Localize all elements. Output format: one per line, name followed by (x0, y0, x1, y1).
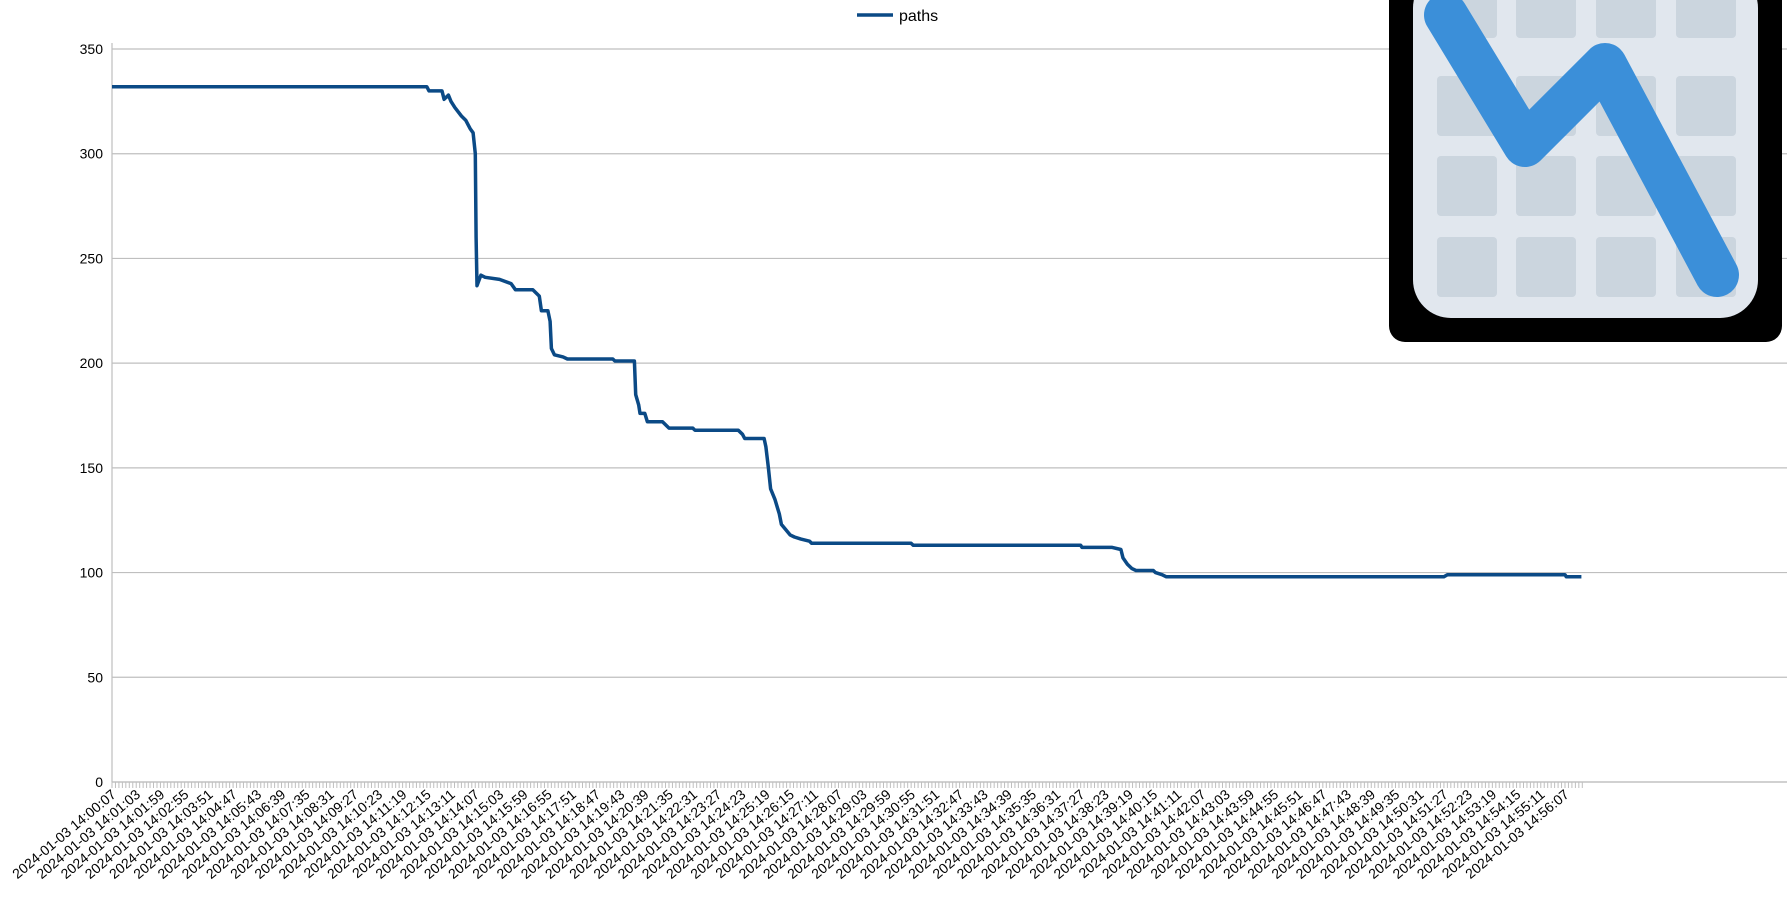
y-tick-label: 50 (87, 669, 103, 685)
icon-grid-cell (1437, 237, 1497, 297)
series-layer (112, 84, 1582, 579)
icon-grid-cell (1676, 0, 1736, 38)
icon-grid-cell (1596, 0, 1656, 38)
icon-grid-cell (1596, 237, 1656, 297)
y-tick-label: 100 (80, 565, 104, 581)
y-tick-label: 0 (95, 774, 103, 790)
icon-grid-cell (1676, 76, 1736, 136)
legend-label-paths: paths (899, 8, 938, 25)
gridlines (112, 48, 1787, 783)
y-tick-label: 200 (80, 355, 104, 371)
y-tick-label: 300 (80, 146, 104, 162)
icon-grid-cell (1516, 237, 1576, 297)
y-tick-label: 350 (80, 41, 104, 57)
y-tick-label: 150 (80, 460, 104, 476)
y-axis-ticks: 0 50 100 150 200 250 300 350 (80, 41, 104, 790)
icon-chart-line (1424, 0, 1739, 297)
series-line-paths (112, 84, 1582, 579)
legend: paths (857, 8, 938, 25)
icon-grid-cell (1516, 156, 1576, 216)
icon-grid-cell (1437, 156, 1497, 216)
icon-grid-cell (1516, 0, 1576, 38)
line-chart-app-icon (1389, 0, 1782, 342)
y-tick-label: 250 (80, 250, 104, 266)
